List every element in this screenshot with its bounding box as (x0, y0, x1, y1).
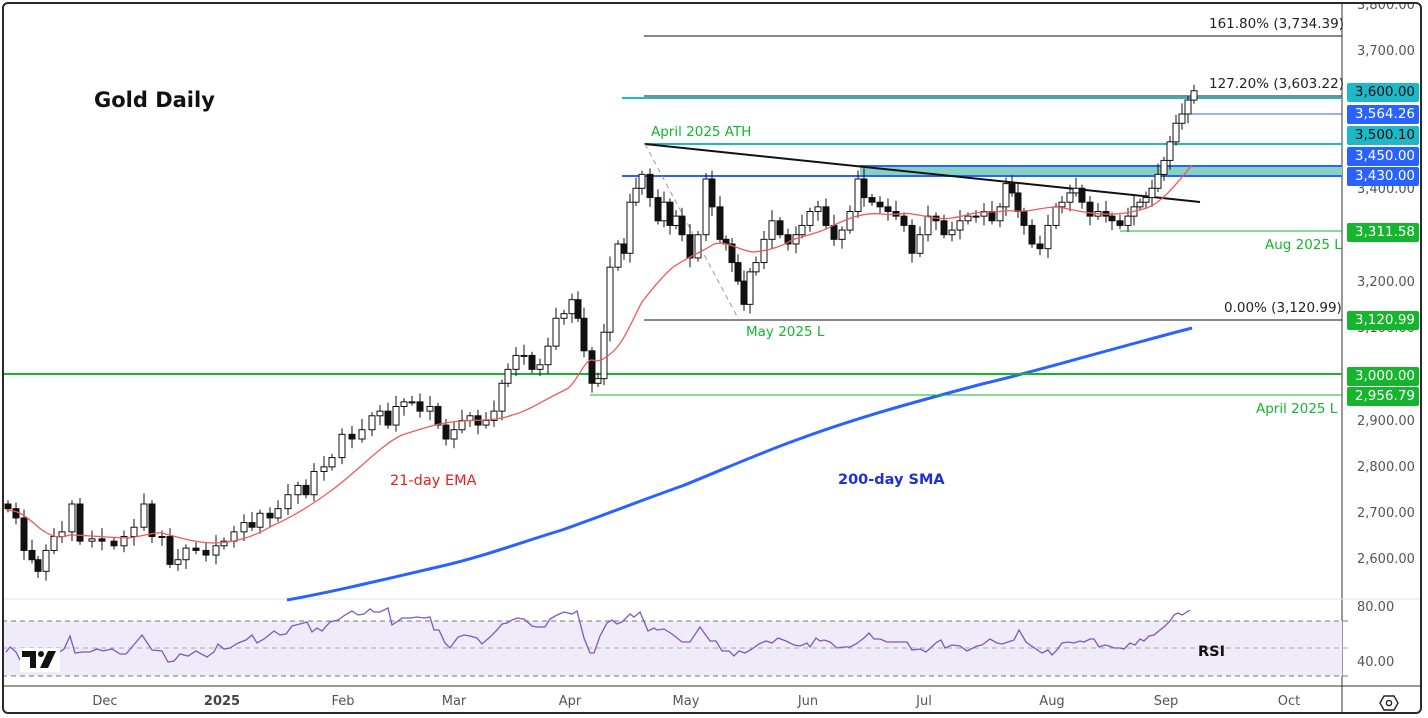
trendline[interactable] (644, 143, 1201, 203)
price-tag-3600: 3,600.00 (1347, 83, 1419, 102)
price-tag-2956: 2,956.79 (1347, 387, 1419, 406)
chart-canvas[interactable] (4, 4, 1422, 714)
april-ath-label: April 2025 ATH (651, 124, 752, 140)
price-tick-2900: 2,900.00 (1357, 414, 1415, 429)
resistance-zone (860, 166, 1342, 176)
candlesticks (4, 84, 1198, 581)
price-tag-3430: 3,430.00 (1347, 167, 1419, 186)
rsi-label: RSI (1198, 644, 1226, 660)
may-low-label: May 2025 L (746, 324, 825, 340)
price-tag-3500: 3,500.10 (1347, 126, 1419, 145)
aug-low-label: Aug 2025 L (1265, 237, 1342, 253)
sma-label: 200-day SMA (838, 472, 945, 488)
time-tick-oct: Oct (1277, 694, 1301, 709)
chart-title: Gold Daily (94, 88, 215, 112)
time-tick-dec: Dec (92, 694, 118, 709)
price-tag-3564: 3,564.26 (1347, 105, 1419, 124)
rsi-tick-80: 80.00 (1357, 600, 1395, 615)
time-tick-apr: Apr (558, 694, 582, 709)
price-tag-3311: 3,311.58 (1347, 223, 1419, 242)
time-tick-feb: Feb (331, 694, 355, 709)
price-tick-3800: 3,800.00 (1357, 2, 1415, 13)
price-tick-2800: 2,800.00 (1357, 460, 1415, 475)
time-tick-sep: Sep (1153, 694, 1179, 709)
time-tick-jun: Jun (797, 694, 819, 709)
time-tick-aug: Aug (1039, 694, 1065, 709)
ema-label: 21-day EMA (390, 473, 477, 489)
april-low-label: April 2025 L (1256, 401, 1338, 417)
time-tick-mar: Mar (441, 694, 467, 709)
time-tick-2025: 2025 (203, 694, 241, 709)
tradingview-logo-icon[interactable] (20, 648, 60, 672)
price-tick-2600: 2,600.00 (1357, 552, 1415, 567)
fib-0-label: 0.00% (3,120.99) (1224, 300, 1342, 316)
price-tick-3700: 3,700.00 (1357, 44, 1415, 59)
ema-21-line (5, 164, 1193, 544)
rsi-tick-40: 40.00 (1357, 655, 1395, 670)
sma-200-line (286, 326, 1193, 602)
settings-gear-icon[interactable] (1379, 693, 1399, 713)
time-tick-jul: Jul (916, 694, 932, 709)
fib-161-label: 161.80% (3,734.39) (1209, 16, 1345, 32)
price-tag-3450: 3,450.00 (1347, 147, 1419, 166)
time-tick-may: May (672, 694, 700, 709)
price-tick-2700: 2,700.00 (1357, 506, 1415, 521)
rsi-line (5, 607, 1191, 671)
fib-127-label: 127.20% (3,603.22) (1209, 76, 1345, 92)
price-tag-3120: 3,120.99 (1347, 311, 1419, 330)
price-tick-3200: 3,200.00 (1357, 275, 1415, 290)
price-tag-3000: 3,000.00 (1347, 367, 1419, 386)
